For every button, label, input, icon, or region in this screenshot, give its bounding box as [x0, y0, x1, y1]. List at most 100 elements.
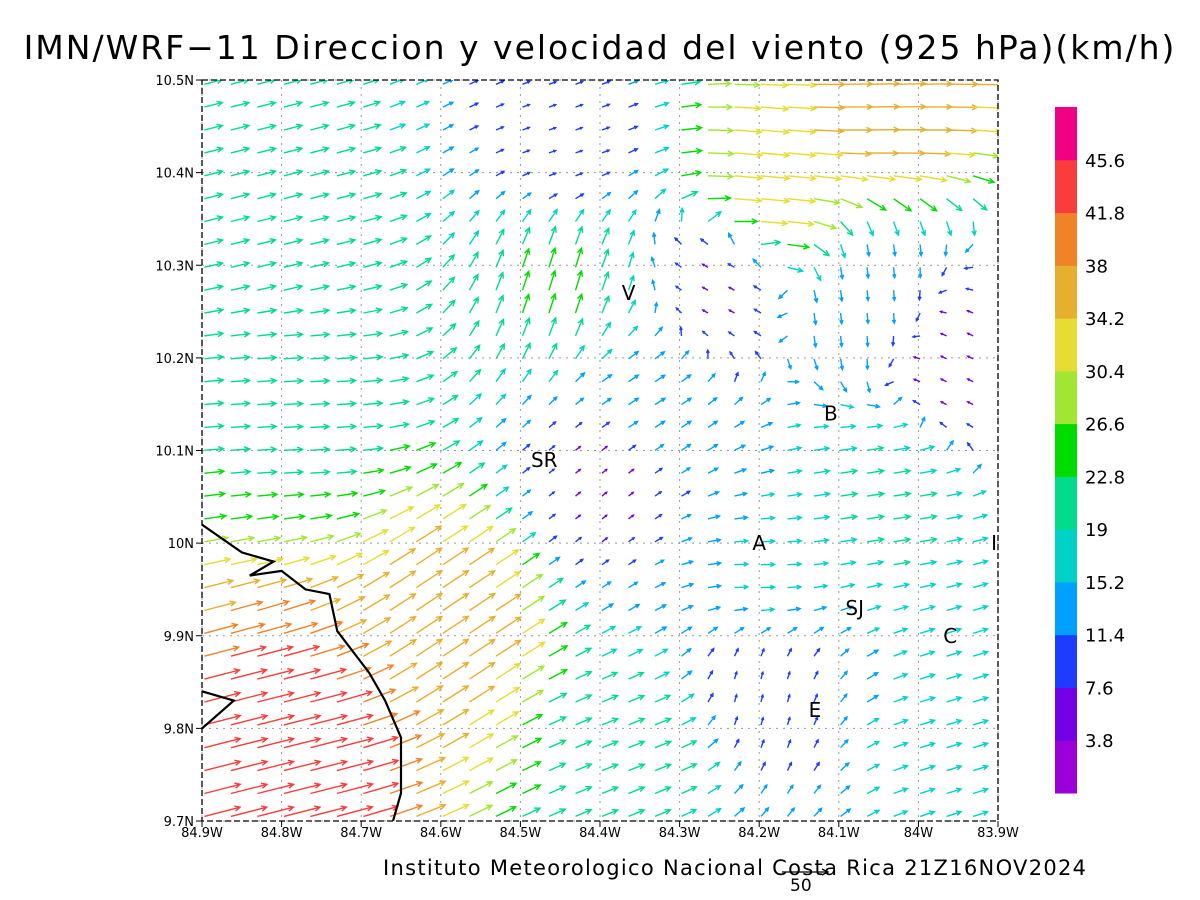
- wind-arrow: [707, 150, 735, 157]
- wind-arrow: [521, 394, 532, 406]
- wind-arrow: [257, 123, 278, 131]
- wind-arrow: [310, 491, 332, 498]
- wind-arrow: [601, 270, 610, 291]
- wind-arrow: [920, 150, 952, 158]
- wind-arrow: [972, 536, 989, 543]
- wind-arrow: [787, 491, 804, 498]
- wind-arrow: [469, 547, 496, 566]
- wind-arrow: [972, 175, 996, 184]
- wind-arrow: [442, 503, 468, 520]
- wind-arrow: [442, 124, 455, 131]
- wind-arrow: [917, 290, 922, 302]
- wind-arrow: [601, 373, 613, 383]
- wind-arrow: [734, 584, 750, 590]
- wind-arrow: [416, 569, 444, 589]
- wind-arrow: [257, 331, 278, 338]
- wind-arrow: [230, 759, 269, 772]
- wind-arrow: [283, 215, 304, 223]
- wind-arrow: [363, 330, 384, 338]
- wind-arrow: [469, 592, 497, 612]
- wind-arrow: [495, 170, 506, 177]
- wind-arrow: [283, 331, 305, 338]
- wind-arrow: [521, 269, 531, 291]
- wind-arrow: [813, 220, 838, 230]
- wind-arrow: [760, 397, 772, 406]
- wind-arrow: [707, 784, 722, 795]
- wind-arrow: [230, 169, 251, 177]
- wind-arrow: [363, 688, 397, 703]
- wind-arrow: [734, 561, 750, 567]
- wind-arrow: [310, 736, 349, 749]
- wind-arrow: [681, 786, 698, 795]
- colorbar-segment: [1055, 212, 1077, 266]
- wind-arrow: [389, 260, 409, 268]
- wind-arrow: [946, 559, 964, 566]
- wind-arrow: [336, 169, 357, 177]
- city-label-sr: SR: [531, 448, 558, 472]
- wind-arrow: [442, 732, 470, 749]
- wind-arrow: [204, 330, 225, 338]
- wind-arrow: [204, 215, 225, 223]
- city-label-c: C: [943, 624, 957, 648]
- wind-arrow: [681, 740, 698, 749]
- wind-arrow: [468, 229, 480, 245]
- wind-arrow: [257, 513, 280, 521]
- wind-arrow: [283, 621, 319, 634]
- wind-arrow: [230, 261, 251, 268]
- colorbar: 3.8 7.6 11.4 15.2 19 22.8 26.6 30.4 34.2 38 41.8 45…: [1055, 107, 1125, 794]
- wind-arrow: [416, 733, 446, 749]
- wind-arrow: [283, 736, 322, 749]
- colorbar-label: 7.6: [1085, 678, 1114, 699]
- wind-arrow: [495, 711, 520, 726]
- wind-arrow: [866, 244, 871, 258]
- wind-arrow: [628, 148, 639, 154]
- wind-arrow: [972, 604, 989, 612]
- wind-arrow: [946, 787, 963, 795]
- wind-arrow: [283, 377, 305, 385]
- wind-arrow: [893, 764, 910, 772]
- wind-arrow: [760, 492, 776, 498]
- wind-arrow: [681, 605, 695, 612]
- wind-arrow: [681, 560, 695, 566]
- wind-arrow: [972, 559, 990, 566]
- wind-arrow: [204, 468, 226, 475]
- wind-arrow: [310, 576, 340, 589]
- wind-arrow: [548, 172, 558, 177]
- colorbar-label: 19: [1085, 520, 1108, 541]
- wind-arrow: [575, 445, 582, 451]
- colorbar-segment: [1055, 634, 1077, 688]
- wind-arrow: [727, 231, 736, 245]
- wind-arrow: [707, 396, 718, 406]
- colorbar-label: 3.8: [1085, 731, 1114, 752]
- wind-arrow: [283, 782, 322, 795]
- wind-arrow: [727, 309, 735, 314]
- city-label-v: V: [622, 281, 636, 305]
- wind-arrow: [892, 221, 900, 237]
- wind-arrow: [918, 244, 924, 258]
- wind-arrow: [283, 469, 305, 476]
- wind-arrow: [230, 80, 250, 85]
- wind-arrow: [707, 692, 714, 703]
- wind-arrow: [389, 781, 424, 795]
- wind-arrow: [363, 664, 395, 680]
- colorbar-segment: [1055, 370, 1077, 425]
- wind-arrow: [760, 806, 770, 817]
- reference-vector: [782, 868, 830, 876]
- wind-arrow: [734, 81, 762, 89]
- wind-arrow: [893, 741, 909, 749]
- wind-arrow: [257, 100, 277, 108]
- wind-arrow: [601, 321, 612, 337]
- wind-arrow: [628, 603, 641, 612]
- wind-arrow: [946, 810, 963, 818]
- wind-arrow: [654, 582, 667, 589]
- wind-arrow: [681, 397, 693, 406]
- wind-arrow: [866, 786, 881, 795]
- wind-arrow: [681, 147, 704, 155]
- wind-arrow: [865, 290, 870, 303]
- wind-arrow: [681, 102, 703, 109]
- wind-arrow: [283, 169, 304, 177]
- wind-arrow: [601, 445, 609, 451]
- wind-arrow: [310, 713, 349, 726]
- wind-arrow: [681, 763, 698, 772]
- wind-arrow: [787, 445, 803, 452]
